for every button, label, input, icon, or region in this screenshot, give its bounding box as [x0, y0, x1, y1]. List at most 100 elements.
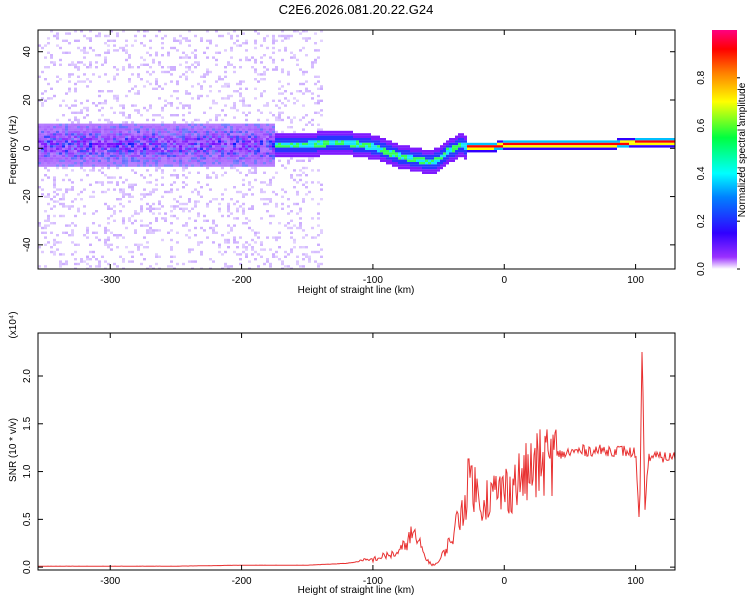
heatmap-cell [305, 114, 308, 117]
heatmap-cell [50, 140, 53, 143]
heatmap-cell [221, 138, 224, 141]
heatmap-cell [89, 135, 92, 138]
heatmap-cell [431, 154, 434, 158]
heatmap-cell [161, 46, 164, 50]
heatmap-cell [503, 142, 506, 146]
heatmap-cell [203, 51, 206, 54]
heatmap-cell [86, 142, 89, 146]
heatmap-cell [455, 147, 458, 150]
heatmap-cell [122, 121, 125, 124]
heatmap-cell [527, 142, 530, 146]
heatmap-cell [152, 142, 155, 146]
heatmap-cell [410, 147, 413, 150]
heatmap-cell [461, 152, 464, 155]
heatmap-cell [59, 260, 62, 263]
heatmap-cell [53, 222, 56, 225]
heatmap-cell [137, 73, 140, 76]
heatmap-cell [383, 147, 386, 150]
heatmap-cell [92, 250, 95, 254]
heatmap-cell [371, 152, 374, 155]
heatmap-cell [185, 150, 188, 153]
heatmap-cell [452, 150, 455, 153]
heatmap-cell [275, 202, 278, 206]
heatmap-cell [155, 152, 158, 155]
heatmap-cell [197, 190, 200, 194]
heatmap-cell [182, 73, 185, 76]
heatmap-cell [104, 145, 107, 148]
heatmap-cell [347, 140, 350, 143]
heatmap-cell [149, 66, 152, 69]
heatmap-cell [215, 147, 218, 150]
heatmap-cell [224, 250, 227, 254]
heatmap-cell [158, 207, 161, 210]
heatmap-cell [68, 80, 71, 83]
heatmap-cell [101, 130, 104, 134]
heatmap-cell [287, 198, 290, 201]
heatmap-cell [611, 147, 614, 150]
heatmap-cell [251, 126, 254, 129]
heatmap-cell [320, 145, 323, 148]
heatmap-cell [599, 145, 602, 148]
heatmap-cell [134, 130, 137, 134]
heatmap-cell [170, 145, 173, 148]
heatmap-cell [209, 135, 212, 138]
heatmap-cell [146, 63, 149, 66]
heatmap-cell [179, 123, 182, 126]
heatmap-cell [53, 241, 56, 244]
heatmap-cell [299, 150, 302, 153]
heatmap-cell [74, 258, 77, 261]
heatmap-cell [125, 39, 128, 42]
heatmap-cell [398, 159, 401, 162]
heatmap-cell [77, 142, 80, 146]
heatmap-cell [233, 123, 236, 126]
heatmap-cell [44, 142, 47, 146]
heatmap-cell [335, 152, 338, 155]
heatmap-cell [323, 150, 326, 153]
heatmap-cell [287, 145, 290, 148]
heatmap-cell [185, 157, 188, 160]
heatmap-cell [137, 140, 140, 143]
heatmap-cell [605, 145, 608, 148]
heatmap-cell [245, 58, 248, 62]
heatmap-cell [254, 87, 257, 90]
heatmap-cell [158, 159, 161, 162]
heatmap-cell [86, 78, 89, 81]
heatmap-cell [659, 142, 662, 146]
heatmap-cell [107, 44, 110, 47]
heatmap-cell [149, 222, 152, 225]
heatmap-cell [221, 133, 224, 136]
heatmap-cell [548, 147, 551, 150]
heatmap-cell [113, 66, 116, 69]
heatmap-cell [251, 193, 254, 196]
heatmap-cell [266, 104, 269, 107]
heatmap-cell [203, 150, 206, 153]
heatmap-cell [161, 54, 164, 57]
heatmap-cell [110, 140, 113, 143]
heatmap-cell [257, 162, 260, 165]
heatmap-cell [311, 61, 314, 64]
heatmap-cell [566, 145, 569, 148]
heatmap-cell [59, 157, 62, 160]
heatmap-cell [95, 104, 98, 107]
heatmap-cell [128, 159, 131, 162]
heatmap-cell [419, 164, 422, 167]
heatmap-cell [149, 54, 152, 57]
heatmap-cell [422, 166, 425, 170]
heatmap-cell [215, 80, 218, 83]
heatmap-cell [623, 138, 626, 141]
heatmap-cell [338, 147, 341, 150]
heatmap-cell [656, 138, 659, 141]
heatmap-cell [374, 140, 377, 143]
heatmap-cell [266, 260, 269, 263]
heatmap-cell [293, 102, 296, 105]
heatmap-cell [161, 142, 164, 146]
heatmap-cell [548, 145, 551, 148]
heatmap-cell [239, 164, 242, 167]
heatmap-cell [377, 152, 380, 155]
bottom-x-axis-label: Height of straight line (km) [298, 585, 415, 596]
heatmap-cell [296, 159, 299, 162]
heatmap-cell [200, 39, 203, 42]
heatmap-cell [338, 145, 341, 148]
heatmap-cell [167, 130, 170, 134]
heatmap-cell [173, 147, 176, 150]
